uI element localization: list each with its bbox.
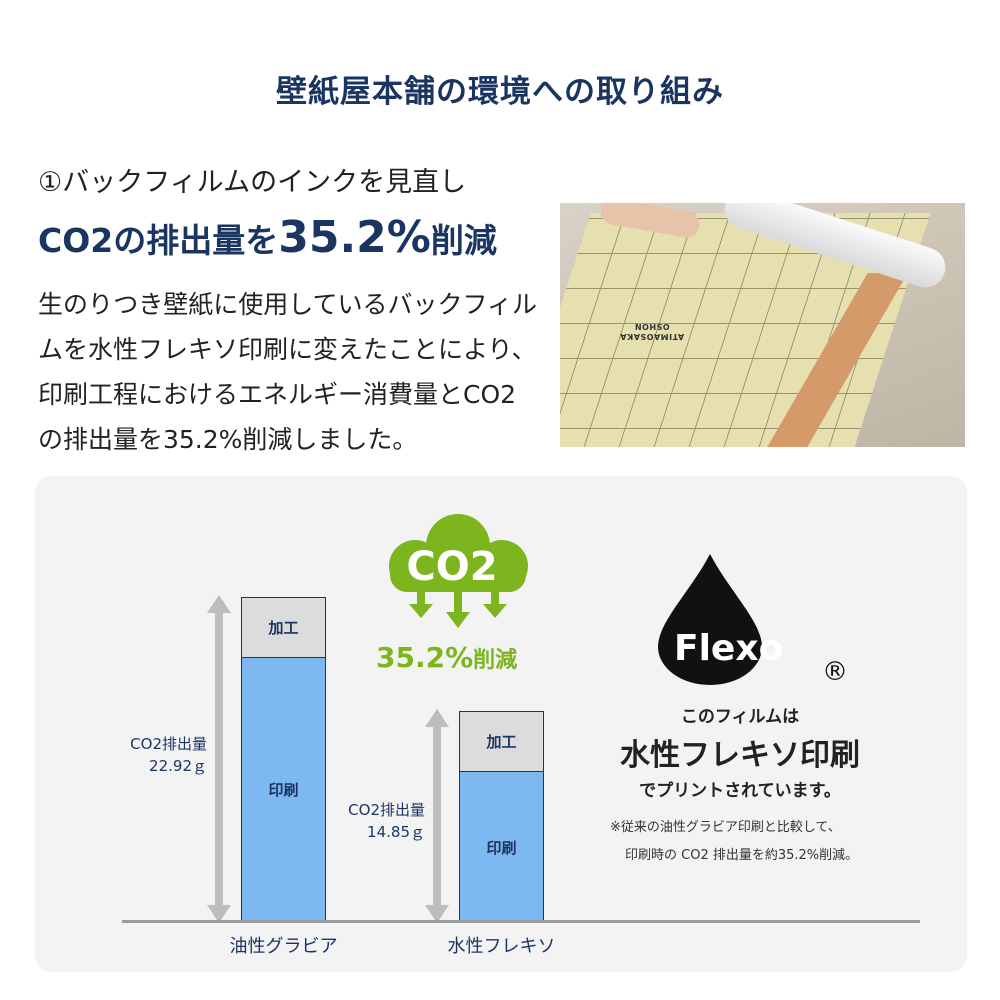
reduction-label: 35.2%削減 [376,641,517,674]
total-value: 22.92ｇ [149,757,207,776]
x-axis [122,920,920,923]
total-label-line1: CO2排出量 [348,801,425,820]
total-label: CO2排出量 22.92ｇ [91,733,207,777]
section-heading: ①バックフィルムのインクを見直し [38,167,467,198]
flexo-note1: ※従来の油性グラビア印刷と比較して、 [610,820,841,835]
total-label: CO2排出量 14.85ｇ [309,799,425,843]
flexo-drop-logo: Flexo ® [658,554,848,687]
category-label: 水性フレキソ [447,936,556,957]
bar-segment-印刷: 印刷 [460,772,543,922]
flexo-logo-text: Flexo [674,628,783,669]
headline-prefix: CO2の排出量を [38,221,279,260]
bar-segment-加工: 加工 [460,712,543,773]
wallpaper-photo: ATIMAOSAKA OSHON [560,203,965,447]
headline-value: 35.2% [278,212,431,263]
height-arrow [425,709,449,923]
bar-segment-印刷: 印刷 [242,657,325,922]
cloud-text: CO2 [406,544,497,590]
reduction-value: 35.2% [376,641,474,674]
reduction-suffix: 削減 [473,648,518,673]
co2-cloud-icon: CO2 [389,514,528,628]
height-arrow [207,595,231,923]
flexo-note2: 印刷時の CO2 排出量を約35.2%削減。 [625,848,859,863]
headline: CO2の排出量を35.2%削減 [38,212,497,263]
bar-1: 印刷 加工 [459,711,544,922]
body-text: 生のりつき壁紙に使用しているバックフィルムを水性フレキソ印刷に変えたことにより、… [38,290,538,454]
flexo-line1: このフィルムは [680,707,800,727]
bar-segment-加工: 加工 [242,598,325,658]
registered-mark: ® [822,657,848,687]
total-value: 14.85ｇ [367,823,425,842]
flexo-line3: でプリントされています。 [639,781,841,801]
category-label: 油性グラビア [229,936,338,957]
headline-suffix: 削減 [430,221,497,260]
film-print-label: ATIMAOSAKA OSHON [619,322,685,341]
flexo-line2: 水性フレキソ印刷 [620,738,860,773]
bar-0: 印刷 加工 [241,597,326,922]
page-title: 壁紙屋本舗の環境への取り組み [276,74,724,110]
total-label-line1: CO2排出量 [130,735,207,754]
